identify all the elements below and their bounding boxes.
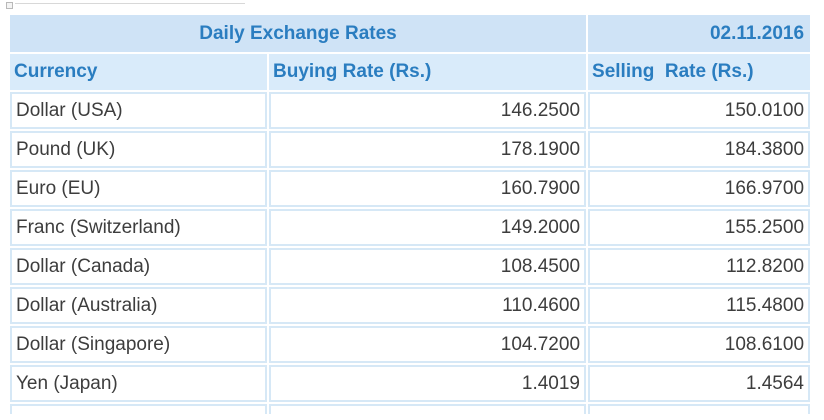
table-footer-row (10, 404, 811, 414)
currency-cell: Euro (EU) (10, 170, 267, 207)
buying-rate-cell: 160.7900 (269, 170, 587, 207)
column-header-selling-rate: Selling Rate (Rs.) (588, 54, 811, 90)
empty-cell (269, 404, 587, 414)
selling-rate-cell: 108.6100 (588, 326, 811, 363)
table-title-row: Daily Exchange Rates 02.11.2016 (10, 15, 811, 52)
currency-cell: Franc (Switzerland) (10, 209, 267, 246)
selling-rate-cell: 115.4800 (588, 287, 811, 324)
table-row: Euro (EU) 160.7900 166.9700 (10, 170, 811, 207)
selling-rate-cell: 155.2500 (588, 209, 811, 246)
currency-cell: Dollar (Australia) (10, 287, 267, 324)
table-row: Franc (Switzerland) 149.2000 155.2500 (10, 209, 811, 246)
selling-rate-cell: 1.4564 (588, 365, 811, 402)
table-row: Dollar (Singapore) 104.7200 108.6100 (10, 326, 811, 363)
currency-cell: Pound (UK) (10, 131, 267, 168)
buying-rate-cell: 146.2500 (269, 92, 587, 129)
exchange-rates-table: Daily Exchange Rates 02.11.2016 Currency… (8, 13, 812, 416)
selling-rate-cell: 150.0100 (588, 92, 811, 129)
selling-rate-cell: 184.3800 (588, 131, 811, 168)
column-header-buying-rate: Buying Rate (Rs.) (269, 54, 587, 90)
currency-cell: Dollar (Canada) (10, 248, 267, 285)
column-header-currency: Currency (10, 54, 267, 90)
selling-rate-cell: 112.8200 (588, 248, 811, 285)
currency-cell: Dollar (Singapore) (10, 326, 267, 363)
buying-rate-cell: 149.2000 (269, 209, 587, 246)
table-row: Pound (UK) 178.1900 184.3800 (10, 131, 811, 168)
buying-rate-cell: 108.4500 (269, 248, 587, 285)
table-title: Daily Exchange Rates (10, 15, 587, 52)
currency-cell: Dollar (USA) (10, 92, 267, 129)
buying-rate-cell: 110.4600 (269, 287, 587, 324)
table-header-row: Currency Buying Rate (Rs.) Selling Rate … (10, 54, 811, 90)
selling-rate-cell: 166.9700 (588, 170, 811, 207)
table-row: Dollar (Australia) 110.4600 115.4800 (10, 287, 811, 324)
table-row: Dollar (USA) 146.2500 150.0100 (10, 92, 811, 129)
rates-date: 02.11.2016 (588, 15, 811, 52)
buying-rate-cell: 178.1900 (269, 131, 587, 168)
buying-rate-cell: 104.7200 (269, 326, 587, 363)
table-row: Dollar (Canada) 108.4500 112.8200 (10, 248, 811, 285)
broken-image-icon (6, 2, 13, 9)
currency-cell: Yen (Japan) (10, 365, 267, 402)
buying-rate-cell: 1.4019 (269, 365, 587, 402)
empty-cell (10, 404, 267, 414)
empty-cell (588, 404, 811, 414)
table-row: Yen (Japan) 1.4019 1.4564 (10, 365, 811, 402)
divider (15, 3, 245, 4)
